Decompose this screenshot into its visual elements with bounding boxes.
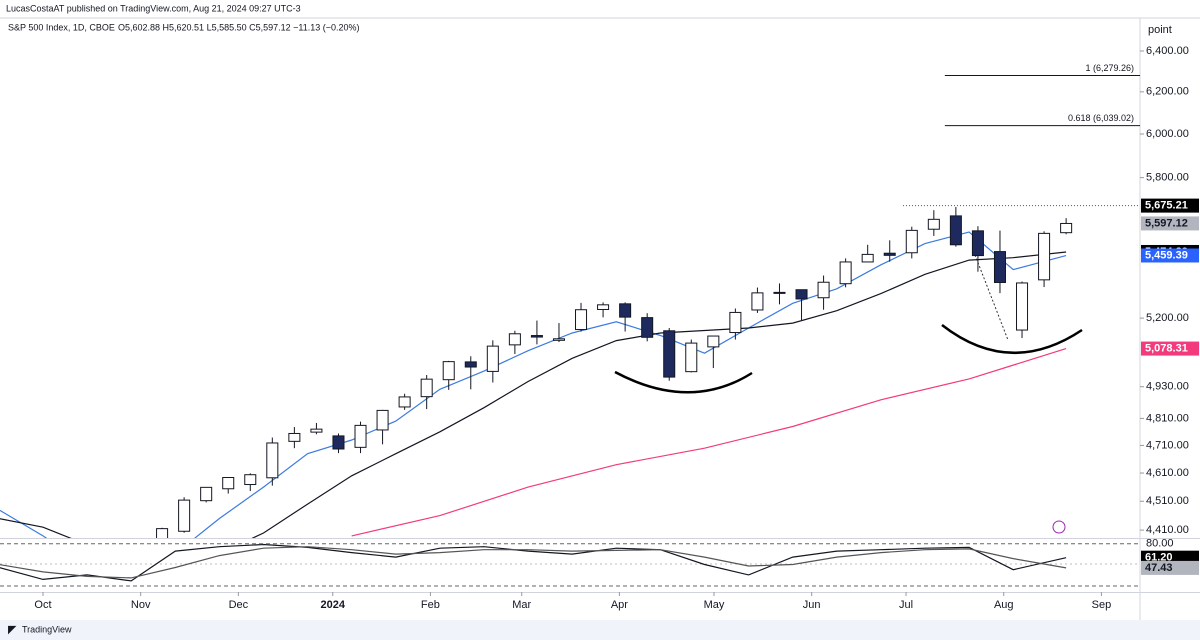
x-tick-label: Jul: [899, 599, 913, 611]
candle-body: [376, 409, 389, 431]
y-tick-label: 5,800.00: [1146, 172, 1189, 184]
y-tick-label: 6,200.00: [1146, 86, 1189, 98]
fib-label: 1 (6,279.26): [1085, 63, 1134, 73]
candle-body: [575, 309, 588, 331]
candle-body: [597, 304, 610, 310]
y-tick-label: 4,710.00: [1146, 439, 1189, 451]
candle-body: [486, 345, 499, 372]
price-label: 5,459.39: [1145, 249, 1188, 261]
candle-body: [773, 291, 786, 294]
price-label-box: [1141, 248, 1199, 263]
candle-body: [222, 477, 235, 490]
ohlc: O5,602.88 H5,620.51 L5,585.50 C5,597.12 …: [118, 22, 360, 32]
symbol-title: S&P 500 Index, 1D, CBOE: [8, 22, 115, 32]
y-tick-label: 4,510.00: [1146, 495, 1189, 507]
candle-body: [244, 474, 257, 486]
footer-logo: ◤: [8, 624, 17, 636]
candle-body: [178, 499, 191, 532]
candle-body: [420, 378, 433, 398]
x-tick-label: Mar: [512, 599, 531, 611]
candle-body: [685, 342, 698, 373]
candle-body: [200, 486, 213, 502]
event-icon: [1052, 520, 1066, 534]
y-tick-label: 4,610.00: [1146, 467, 1189, 479]
footer-brand: TradingView: [22, 624, 72, 634]
candle-body: [508, 333, 521, 346]
candle-body: [817, 281, 830, 299]
price-label-box: [1141, 216, 1199, 231]
candle-body: [288, 432, 301, 442]
y-tick-label: 6,400.00: [1146, 45, 1189, 57]
x-tick-label: Apr: [611, 599, 628, 611]
candle-body: [971, 230, 984, 257]
candle-body: [266, 442, 279, 479]
candle-body: [707, 335, 720, 348]
candle-body: [332, 435, 345, 450]
candle-body: [663, 330, 676, 378]
x-tick-label: 2024: [320, 599, 345, 611]
candle-body: [927, 218, 940, 230]
candle-body: [530, 335, 543, 338]
candle-body: [552, 338, 565, 341]
candle-body: [156, 528, 169, 538]
candle-body: [905, 229, 918, 254]
candle-body: [751, 292, 764, 311]
price-label: 5,675.21: [1145, 200, 1188, 212]
candle-body: [1038, 232, 1051, 281]
x-tick-label: Nov: [131, 599, 151, 611]
fib-label: 0.618 (6,039.02): [1068, 113, 1134, 123]
price-label: 5,078.31: [1145, 342, 1188, 354]
moving-average: [0, 231, 1067, 538]
candle-body: [839, 261, 852, 285]
cup-drawing: [614, 370, 753, 394]
rsi-tick-label: 80.00: [1146, 538, 1174, 550]
y-tick-label: 4,930.00: [1146, 381, 1189, 393]
rsi-label: 61.20: [1145, 552, 1173, 564]
candle-body: [861, 253, 874, 263]
candle-body: [949, 215, 962, 246]
candle-body: [1016, 282, 1029, 331]
candle-body: [1060, 222, 1073, 234]
candle-body: [993, 251, 1006, 283]
moving-average: [351, 348, 1067, 537]
candle-body: [442, 361, 455, 381]
footer-bar: [0, 620, 1200, 640]
candle-body: [641, 317, 654, 338]
rsi-line: [0, 543, 1067, 582]
rsi-label: 47.43: [1145, 562, 1173, 574]
y-axis-label: point: [1148, 24, 1172, 36]
x-tick-label: Feb: [421, 599, 440, 611]
trend-drawing: [974, 254, 1009, 341]
y-tick-label: 6,000.00: [1146, 128, 1189, 140]
candle-body: [729, 311, 742, 334]
candle-body: [619, 303, 632, 318]
x-tick-label: May: [704, 599, 725, 611]
drawings: [614, 254, 1083, 534]
rsi-line: [0, 546, 1067, 579]
candle-body: [398, 396, 411, 408]
x-tick-label: Aug: [994, 599, 1014, 611]
cup-drawing: [941, 324, 1083, 355]
main-pane: [0, 74, 1140, 538]
rsi-label-box: [1141, 560, 1199, 575]
x-tick-label: Oct: [34, 599, 51, 611]
candle-body: [464, 361, 477, 368]
x-tick-label: Sep: [1092, 599, 1112, 611]
x-tick-label: Jun: [803, 599, 821, 611]
publisher: LucasCostaAT published on TradingView.co…: [6, 3, 301, 13]
rsi-pane: [0, 543, 1067, 582]
price-label: 5,597.12: [1145, 217, 1188, 229]
price-label-box: [1141, 198, 1199, 213]
price-label-box: [1141, 341, 1199, 356]
y-tick-label: 4,410.00: [1146, 524, 1189, 536]
candle-body: [883, 252, 896, 256]
moving-average: [0, 251, 1067, 538]
y-tick-label: 5,200.00: [1146, 312, 1189, 324]
x-tick-label: Dec: [229, 599, 249, 611]
y-tick-label: 4,810.00: [1146, 412, 1189, 424]
candle-body: [354, 424, 367, 448]
candle-body: [310, 428, 323, 433]
candle-body: [795, 289, 808, 300]
